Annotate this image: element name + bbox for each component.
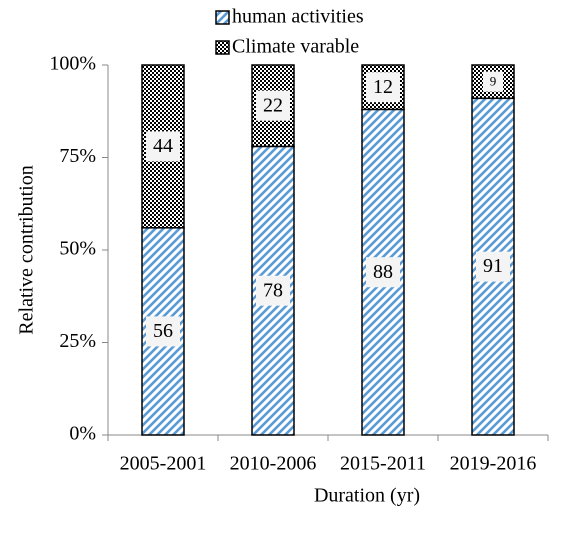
legend-swatch — [215, 40, 230, 55]
y-axis-title: Relative contribution — [16, 165, 38, 334]
data-label-box — [366, 72, 400, 103]
data-label: 78 — [263, 279, 283, 301]
data-label: 9 — [490, 74, 497, 89]
data-label: 88 — [373, 261, 393, 283]
data-label-box — [146, 131, 180, 162]
y-tick-label: 100% — [49, 53, 96, 75]
y-tick-label: 0% — [69, 423, 96, 445]
x-axis-title: Duration (yr) — [314, 485, 420, 507]
data-label: 22 — [263, 94, 283, 116]
y-tick-label: 25% — [59, 330, 96, 352]
data-label: 44 — [153, 135, 173, 157]
y-tick-label: 50% — [59, 238, 96, 260]
x-tick-label: 2019-2016 — [450, 453, 537, 475]
data-label: 91 — [483, 255, 503, 277]
y-tick-label: 75% — [59, 145, 96, 167]
data-label-box — [366, 257, 400, 288]
x-tick-label: 2010-2006 — [230, 453, 317, 475]
data-label-box — [476, 251, 510, 282]
x-tick-label: 2005-2001 — [120, 453, 207, 475]
legend-swatch — [215, 10, 230, 25]
data-label-box — [483, 71, 503, 92]
data-label: 12 — [373, 76, 393, 98]
x-tick-label: 2015-2011 — [340, 453, 426, 475]
data-label-box — [146, 316, 180, 347]
data-label-box — [256, 275, 290, 306]
data-label: 56 — [153, 320, 173, 342]
legend-label: Climate varable — [232, 36, 359, 58]
legend-label: human activities — [232, 6, 364, 28]
data-label-box — [256, 90, 290, 121]
